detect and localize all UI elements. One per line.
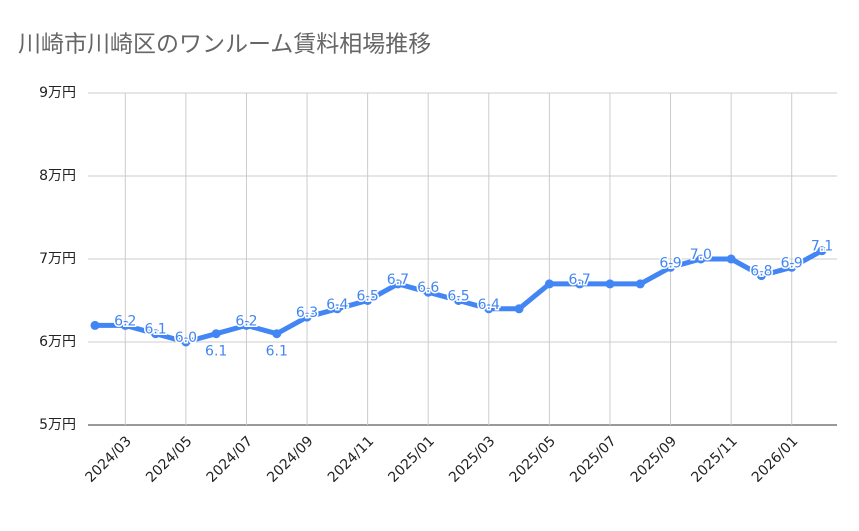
point [635, 279, 645, 289]
x-tick-label: 2024/11 [325, 433, 377, 485]
point [756, 271, 766, 281]
point [272, 329, 282, 339]
data-label: 6.2 [114, 313, 136, 329]
data-label: 7.0 [690, 247, 712, 263]
data-label: 6.3 [296, 305, 318, 321]
point [575, 279, 585, 289]
point [363, 296, 373, 305]
point [514, 304, 524, 314]
x-tick-label: 2025/07 [567, 433, 619, 485]
x-tick-label: 2025/01 [385, 433, 437, 485]
data-label: 6.7 [569, 272, 591, 288]
point [454, 296, 463, 305]
data-label: 6.6 [417, 280, 439, 296]
point [605, 279, 615, 289]
point [696, 254, 706, 264]
point [423, 287, 433, 297]
data-label: 6.5 [356, 289, 378, 305]
data-label: 6.1 [205, 344, 227, 360]
data-label: 6.5 [447, 289, 469, 305]
x-tick-label: 2025/05 [507, 433, 559, 485]
point [332, 304, 342, 314]
data-label: 6.2 [235, 313, 257, 329]
y-tick-label: 7万円 [39, 251, 76, 267]
point [241, 320, 251, 330]
data-label: 6.9 [659, 255, 681, 271]
y-tick-label: 5万円 [39, 417, 76, 433]
point [817, 246, 827, 256]
chart-title: 川崎市川崎区のワンルーム賃料相場推移 [18, 32, 431, 58]
data-label: 6.7 [387, 272, 409, 288]
data-label: 6.0 [175, 330, 197, 346]
x-tick-label: 2024/05 [143, 433, 195, 485]
x-tick-label: 2024/07 [204, 433, 256, 485]
data-label: 6.8 [750, 264, 772, 280]
data-label: 6.1 [266, 344, 288, 360]
data-label: 6.1 [144, 322, 166, 338]
point [90, 320, 100, 330]
data-label: 6.4 [326, 297, 348, 313]
y-tick-label: 6万円 [39, 334, 76, 350]
y-tick-label: 8万円 [39, 168, 76, 184]
data-label: 6.9 [781, 255, 803, 271]
y-tick-label: 9万円 [39, 85, 76, 101]
point [302, 312, 312, 322]
point [393, 279, 403, 289]
point [151, 329, 161, 339]
point [726, 254, 736, 264]
point [120, 320, 130, 330]
data-label: 7.1 [811, 239, 833, 255]
x-tick-label: 2025/11 [688, 433, 740, 485]
point [181, 337, 191, 347]
point [787, 262, 797, 272]
x-tick-label: 2025/03 [446, 433, 498, 485]
point [211, 329, 221, 339]
x-tick-label: 2024/09 [264, 433, 316, 485]
x-tick-label: 2024/03 [83, 433, 135, 485]
point [484, 304, 494, 314]
data-label: 6.4 [478, 297, 500, 313]
x-tick-label: 2026/01 [749, 433, 801, 485]
point [666, 262, 676, 272]
x-tick-label: 2025/09 [628, 433, 680, 485]
point [544, 279, 554, 289]
